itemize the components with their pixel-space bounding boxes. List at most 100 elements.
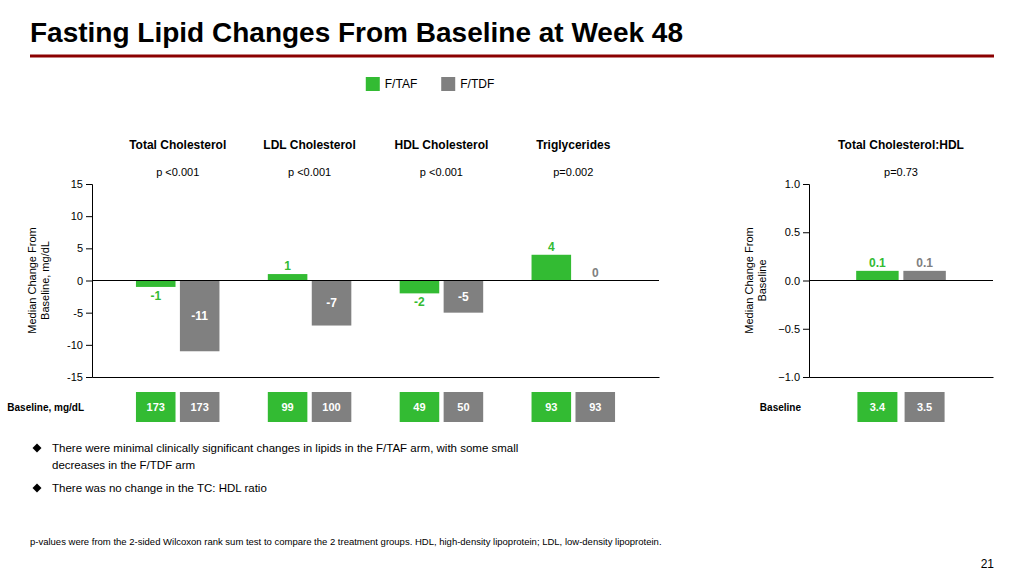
legend-item: F/TDF	[441, 77, 494, 91]
x-axis	[93, 377, 660, 378]
data-label: -2	[414, 295, 425, 309]
baseline-value: 173	[191, 401, 209, 413]
y-tick-label: -15	[67, 371, 83, 383]
baseline-value: 99	[281, 401, 293, 413]
page-number: 21	[981, 557, 995, 571]
zero-line	[809, 280, 993, 281]
y-tick-mark	[86, 345, 92, 346]
bar	[532, 255, 572, 281]
data-labels: -11-24-11-7-50	[150, 240, 599, 323]
chart-panel: -15-10-5051015-11-24-11-7-50Total Choles…	[7, 138, 659, 422]
y-tick-mark	[803, 232, 809, 233]
y-tick: 0.5	[785, 226, 809, 238]
y-tick: 10	[71, 210, 92, 222]
bar	[903, 271, 945, 281]
baseline-box	[400, 392, 440, 422]
baseline-box	[444, 392, 484, 422]
group-title: Total Cholesterol:HDL	[838, 138, 964, 152]
footer-note: p-values were from the 2-sided Wilcoxon …	[30, 536, 662, 547]
baseline-box	[268, 392, 308, 422]
y-tick: -10	[67, 339, 92, 351]
baseline-value: 93	[545, 401, 557, 413]
baseline-box	[532, 392, 572, 422]
data-label: 0	[592, 266, 599, 280]
y-tick-mark	[86, 313, 92, 314]
data-label: 0.1	[916, 256, 933, 270]
y-tick: 15	[71, 178, 92, 190]
y-axis: −1.0 −0.5 0.0 0.5 1.0	[778, 178, 809, 383]
y-axis-title: Median Change FromBaseline, mg/dL	[26, 227, 51, 333]
group-title: HDL Cholesterol	[395, 138, 489, 152]
p-value: p=0.002	[553, 166, 593, 178]
y-tick-label: 0.0	[785, 275, 800, 287]
bullet	[33, 444, 42, 453]
x-axis-line	[810, 377, 994, 378]
group-title: LDL Cholesterol	[263, 138, 355, 152]
baseline-value: 3.4	[870, 401, 886, 413]
y-tick-mark	[803, 377, 809, 378]
legend-label: F/TAF	[385, 77, 417, 91]
y-tick-mark	[86, 248, 92, 249]
data-labels: 0.1 0.1	[869, 256, 933, 270]
legend-swatch	[441, 77, 455, 91]
footnote: There were minimal clinically significan…	[52, 442, 518, 454]
y-tick-mark	[86, 377, 92, 378]
chart-root: Fasting Lipid Changes From Baseline at W…	[0, 0, 1024, 576]
legend-item: F/TAF	[366, 77, 417, 91]
y-axis: -15-10-5051015	[67, 178, 92, 383]
y-tick: −1.0	[778, 371, 809, 383]
p-value: p=0.73	[884, 166, 918, 178]
y-tick-label: 10	[71, 210, 83, 222]
y-tick-mark	[86, 216, 92, 217]
plot-area	[136, 255, 571, 352]
y-tick: 5	[77, 242, 92, 254]
y-tick-label: 0.5	[785, 226, 800, 238]
y-tick-label: 5	[77, 242, 83, 254]
y-axis-title: Median Change FromBaseline	[743, 227, 768, 333]
y-tick-mark	[86, 184, 92, 185]
y-tick: -15	[67, 371, 92, 383]
y-tick: 1.0	[785, 178, 809, 190]
baseline-value: 93	[589, 401, 601, 413]
y-tick-label: 1.0	[785, 178, 800, 190]
y-tick-mark	[803, 329, 809, 330]
title-rule	[30, 55, 994, 58]
data-label: 4	[548, 240, 555, 254]
bar	[136, 281, 176, 287]
bar	[268, 274, 308, 280]
p-value: p <0.001	[288, 166, 331, 178]
data-label: -11	[191, 309, 208, 323]
zero-line	[92, 280, 659, 281]
baseline-box	[857, 392, 897, 422]
legend: F/TAF F/TDF	[366, 77, 494, 91]
baseline-value: 100	[322, 401, 340, 413]
y-tick-label: -10	[67, 339, 83, 351]
p-value: p <0.001	[420, 166, 463, 178]
baseline-label: Baseline, mg/dL	[7, 402, 84, 413]
bar	[444, 281, 484, 313]
baseline-box	[136, 392, 176, 422]
bar	[400, 281, 440, 294]
legend-swatch	[366, 77, 380, 91]
footnote: There was no change in the TC: HDL ratio	[52, 482, 267, 494]
y-tick-label: 0	[77, 275, 83, 287]
baseline-box	[575, 392, 615, 422]
group-title: Triglycerides	[536, 138, 610, 152]
x-axis-line	[93, 377, 660, 378]
y-tick-label: −1.0	[778, 371, 800, 383]
data-label: -5	[458, 290, 469, 304]
plot-area	[856, 271, 946, 281]
baseline-box	[312, 392, 352, 422]
data-label: -1	[150, 289, 161, 303]
y-tick-label: −0.5	[778, 323, 800, 335]
legend-label: F/TDF	[460, 77, 494, 91]
baseline-value: 49	[413, 401, 425, 413]
y-axis-line	[803, 185, 810, 378]
baseline-value: 173	[147, 401, 165, 413]
y-tick: 0	[77, 275, 92, 287]
group-title: Total Cholesterol	[129, 138, 226, 152]
x-axis	[810, 377, 994, 378]
data-label: -7	[326, 296, 337, 310]
data-label: 0.1	[869, 256, 886, 270]
y-tick-label: 15	[71, 178, 83, 190]
